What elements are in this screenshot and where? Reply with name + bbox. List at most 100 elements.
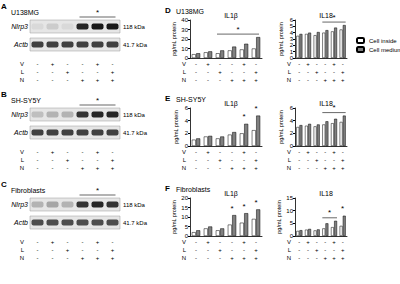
svg-text:-: - (82, 157, 84, 163)
svg-text:*: * (242, 112, 245, 121)
svg-text:+: + (341, 77, 345, 83)
svg-text:*: * (236, 25, 239, 34)
svg-text:+: + (111, 77, 115, 83)
svg-text:IL1β: IL1β (224, 190, 238, 198)
svg-text:-: - (324, 61, 326, 67)
svg-text:40: 40 (181, 17, 188, 23)
svg-text:-: - (307, 247, 309, 253)
svg-text:-: - (82, 149, 84, 155)
svg-text:+: + (324, 255, 328, 261)
svg-text:-: - (298, 69, 300, 75)
svg-text:-: - (52, 157, 54, 163)
svg-text:118 kDa: 118 kDa (123, 202, 146, 208)
svg-text:0: 0 (290, 55, 294, 61)
svg-text:-: - (298, 255, 300, 261)
svg-text:-: - (298, 165, 300, 171)
svg-text:-: - (231, 157, 233, 163)
svg-text:118 kDa: 118 kDa (123, 112, 146, 118)
svg-text:N: N (287, 77, 291, 83)
svg-text:2: 2 (185, 130, 189, 136)
svg-text:41.7 kDa: 41.7 kDa (123, 42, 148, 48)
svg-text:pg/mL protein: pg/mL protein (278, 22, 284, 55)
svg-text:IL18: IL18 (319, 12, 333, 19)
svg-text:15: 15 (286, 195, 293, 201)
svg-text:+: + (96, 77, 100, 83)
svg-text:+: + (324, 77, 328, 83)
svg-text:+: + (96, 165, 100, 171)
svg-text:L: L (183, 247, 187, 253)
svg-text:D: D (165, 6, 171, 15)
svg-text:-: - (52, 255, 54, 261)
svg-text:-: - (307, 157, 309, 163)
svg-text:V: V (287, 61, 291, 67)
svg-text:+: + (242, 61, 246, 67)
svg-text:+: + (242, 149, 246, 155)
svg-text:IL18: IL18 (319, 100, 333, 107)
svg-text:-: - (195, 69, 197, 75)
svg-text:-: - (298, 61, 300, 67)
svg-text:118 kDa: 118 kDa (123, 24, 146, 30)
svg-text:L: L (21, 157, 25, 163)
svg-text:*: * (230, 204, 233, 213)
svg-text:+: + (332, 239, 336, 245)
svg-text:-: - (195, 165, 197, 171)
svg-text:*: * (96, 96, 99, 105)
svg-text:+: + (324, 165, 328, 171)
svg-text:+: + (66, 157, 70, 163)
svg-text:5: 5 (185, 224, 189, 230)
svg-text:-: - (219, 165, 221, 171)
svg-text:+: + (111, 165, 115, 171)
svg-text:+: + (81, 255, 85, 261)
svg-text:E: E (165, 94, 171, 103)
svg-text:+: + (332, 255, 336, 261)
svg-text:+: + (230, 165, 234, 171)
svg-text:L: L (183, 69, 187, 75)
svg-text:+: + (315, 69, 319, 75)
svg-text:N: N (182, 165, 186, 171)
svg-text:pg/mL protein: pg/mL protein (173, 110, 179, 143)
svg-text:N: N (287, 165, 291, 171)
svg-text:-: - (112, 149, 114, 155)
svg-text:Fibroblasts: Fibroblasts (11, 187, 46, 194)
svg-text:+: + (315, 247, 319, 253)
svg-text:-: - (219, 149, 221, 155)
svg-text:-: - (195, 77, 197, 83)
svg-text:+: + (341, 157, 345, 163)
svg-text:pg/mL protein: pg/mL protein (171, 200, 177, 233)
svg-text:30: 30 (181, 27, 188, 33)
svg-text:-: - (67, 255, 69, 261)
svg-text:+: + (81, 165, 85, 171)
svg-text:-: - (207, 157, 209, 163)
svg-text:*: * (96, 186, 99, 195)
svg-text:-: - (307, 77, 309, 83)
svg-text:N: N (287, 255, 291, 261)
svg-text:SH-SY5Y: SH-SY5Y (176, 96, 206, 103)
svg-text:+: + (96, 61, 100, 67)
svg-text:20: 20 (181, 36, 188, 42)
svg-text:N: N (182, 255, 186, 261)
svg-text:-: - (37, 69, 39, 75)
svg-text:20: 20 (181, 195, 188, 201)
svg-text:0: 0 (290, 233, 294, 239)
svg-text:-: - (112, 61, 114, 67)
svg-text:6: 6 (185, 105, 189, 111)
svg-text:Cell medium: Cell medium (369, 47, 400, 53)
svg-text:+: + (206, 61, 210, 67)
svg-text:-: - (316, 239, 318, 245)
svg-text:+: + (254, 157, 258, 163)
svg-text:+: + (341, 255, 345, 261)
svg-text:+: + (218, 157, 222, 163)
svg-text:+: + (111, 69, 115, 75)
svg-text:-: - (207, 247, 209, 253)
svg-text:+: + (81, 77, 85, 83)
svg-text:+: + (332, 77, 336, 83)
svg-text:+: + (66, 247, 70, 253)
svg-text:*: * (96, 8, 99, 17)
svg-text:V: V (20, 61, 24, 67)
svg-text:+: + (96, 255, 100, 261)
svg-text:-: - (207, 69, 209, 75)
svg-text:-: - (97, 69, 99, 75)
svg-text:-: - (333, 157, 335, 163)
svg-text:-: - (37, 149, 39, 155)
svg-text:A: A (1, 2, 7, 11)
